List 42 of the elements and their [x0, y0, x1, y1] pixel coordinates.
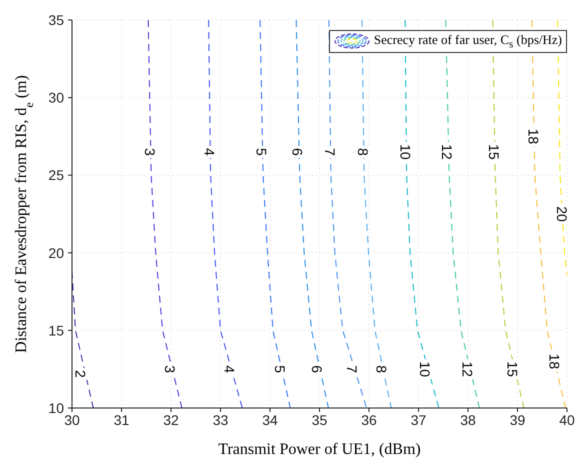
x-tick-label: 33 [212, 412, 228, 428]
annotation: 4 [221, 365, 238, 374]
annotation: 6 [309, 365, 326, 374]
y-tick-label: 25 [48, 167, 64, 184]
y-tick-label: 10 [48, 400, 64, 416]
annotation: 15 [504, 361, 521, 378]
x-tick-label: 36 [361, 412, 377, 428]
annotation: 20 [554, 206, 570, 222]
annotation: 3 [142, 148, 158, 156]
annotation: 3 [162, 365, 178, 374]
annotation: 18 [525, 128, 542, 144]
annotation: 10 [416, 361, 433, 378]
legend-box: Secrecy rate of far user, C$_{s}$ (bps/Hz) [328, 30, 567, 53]
y-tick-label: 15 [48, 322, 64, 338]
annotation: 15 [486, 144, 502, 160]
annotation: 12 [460, 361, 476, 378]
annotation: 7 [322, 148, 338, 156]
x-tick-label: 40 [559, 412, 575, 428]
annotation: 4 [202, 148, 218, 156]
annotation: 10 [398, 144, 414, 160]
x-axis-title: Transmit Power of UE1, (dBm) [218, 441, 421, 458]
annotation: 5 [272, 365, 288, 374]
y-tick-label: 35 [48, 12, 64, 28]
annotation: 7 [344, 365, 360, 374]
annotation: 8 [355, 148, 372, 156]
x-tick-label: 39 [510, 412, 526, 428]
x-tick-label: 38 [460, 412, 476, 428]
x-tick-label: 32 [163, 412, 179, 428]
y-tick-label: 20 [48, 244, 64, 261]
annotation: 8 [373, 365, 390, 374]
annotation: 2 [72, 370, 88, 378]
x-tick-label: 37 [410, 412, 426, 428]
annotation: 12 [439, 144, 456, 160]
legend-title: Secrecy rate of far user, C$_{s}$ (bps/Hz) [374, 32, 562, 51]
x-tick-label: 31 [114, 412, 130, 428]
annotation: 6 [290, 148, 306, 156]
x-tick-label: 35 [312, 412, 328, 428]
annotation: 5 [254, 148, 270, 156]
x-tick-label: 30 [64, 412, 80, 428]
annotation: 18 [546, 354, 563, 370]
x-tick-label: 34 [262, 412, 278, 428]
y-tick-label: 30 [48, 90, 64, 106]
